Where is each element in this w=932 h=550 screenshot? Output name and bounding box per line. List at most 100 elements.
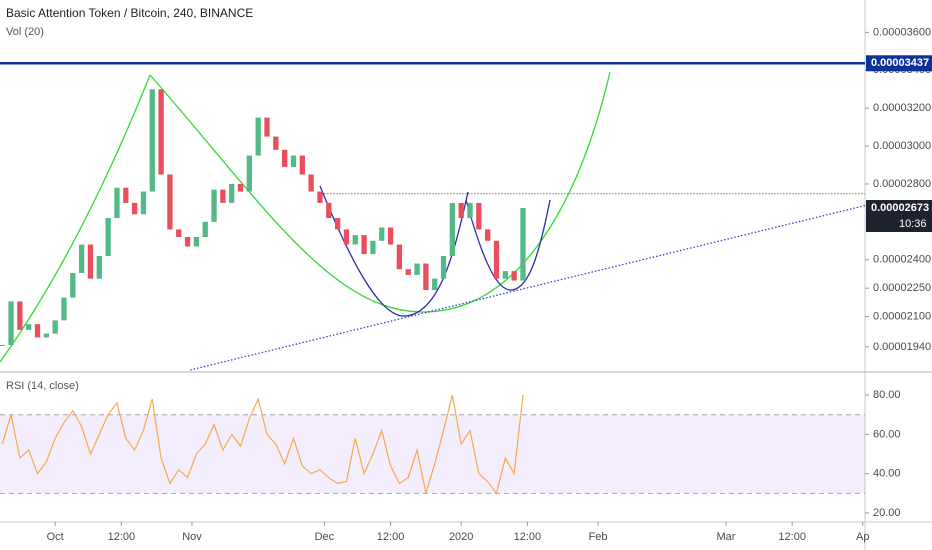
candle (96, 255, 102, 279)
candle (202, 221, 208, 238)
x-tick-label: 12:00 (514, 531, 542, 543)
x-tick-label: Ap (856, 531, 869, 543)
candle (87, 244, 94, 279)
candle (282, 149, 288, 167)
candle (343, 229, 350, 245)
last-price-label: 0.00002673 (871, 202, 929, 214)
candle (43, 333, 49, 338)
candle (149, 89, 155, 192)
candle (140, 191, 147, 215)
candle (78, 244, 85, 274)
candle (449, 202, 456, 256)
candle (158, 89, 164, 175)
candle (167, 174, 173, 230)
rsi-tick-label: 20.00 (873, 507, 901, 519)
candle (52, 320, 58, 334)
candle (211, 189, 217, 222)
candle (352, 235, 358, 245)
candle (440, 255, 447, 279)
candle (361, 235, 367, 255)
x-tick-label: Nov (182, 531, 202, 543)
candle (237, 183, 244, 192)
candle (273, 136, 279, 150)
candle (123, 187, 129, 203)
y-tick-label: 0.00002400 (873, 254, 931, 266)
rsi-tick-label: 60.00 (873, 428, 901, 440)
x-tick-label: Feb (589, 531, 608, 543)
candle (493, 240, 500, 279)
candle (334, 218, 341, 230)
candle (520, 208, 526, 281)
volume-label: Vol (20) (6, 26, 44, 38)
y-tick-label: 0.00002250 (873, 282, 931, 294)
last-price-tag (866, 200, 932, 233)
symbol-title: Basic Attention Token / Bitcoin, 240, BI… (6, 6, 253, 20)
candle (229, 183, 235, 203)
x-tick-label: 12:00 (778, 531, 806, 543)
y-tick-label: 0.00003600 (873, 26, 931, 38)
candle (70, 273, 76, 298)
y-tick-label: 0.00002800 (873, 178, 931, 190)
price-line-label: 0.00003437 (871, 57, 929, 69)
candle (467, 202, 473, 219)
x-tick-label: 12:00 (377, 531, 405, 543)
candle (246, 155, 252, 192)
candle (105, 218, 111, 256)
x-tick-label: Mar (717, 531, 736, 543)
candle (511, 271, 517, 281)
x-tick-label: Oct (47, 531, 64, 543)
y-tick-label: 0.00002100 (873, 310, 931, 322)
candle (0, 344, 5, 346)
candle (414, 263, 420, 275)
candle (396, 244, 403, 270)
candle (17, 301, 23, 330)
candle (317, 191, 323, 203)
candle (61, 297, 67, 321)
candle (458, 202, 464, 219)
rsi-band (0, 414, 865, 494)
y-tick-label: 0.00001940 (873, 341, 931, 353)
x-tick-label: 12:00 (108, 531, 136, 543)
candle (308, 174, 314, 192)
countdown: 10:36 (899, 218, 927, 230)
candle (405, 269, 411, 275)
candle (485, 229, 491, 241)
candle (476, 202, 482, 230)
candle (299, 155, 305, 175)
price-line-tag (866, 55, 932, 72)
candle (176, 229, 182, 238)
candle (423, 263, 429, 291)
candle (379, 227, 385, 241)
candle (432, 278, 438, 291)
candle (193, 237, 200, 247)
trend-line (190, 204, 866, 371)
candle (387, 227, 394, 245)
blue-handle (465, 199, 551, 291)
candle (502, 271, 508, 279)
rsi-tick-label: 40.00 (873, 468, 901, 480)
candle (184, 237, 191, 247)
y-tick-label: 0.00003000 (873, 140, 931, 152)
candle (8, 301, 14, 345)
candle (131, 202, 138, 215)
x-tick-label: Dec (315, 531, 335, 543)
rsi-label: RSI (14, close) (6, 380, 79, 392)
candle (255, 117, 261, 156)
y-tick-label: 0.00003200 (873, 102, 931, 114)
candle (220, 189, 226, 203)
rsi-line (1, 394, 524, 495)
candle (34, 324, 41, 338)
green-cup (149, 71, 611, 313)
candle (114, 187, 120, 219)
candle (290, 155, 297, 167)
candle (26, 324, 32, 330)
x-tick-label: 2020 (449, 531, 473, 543)
candle (264, 117, 270, 137)
candle (370, 240, 376, 255)
candle (326, 202, 332, 219)
rsi-tick-label: 80.00 (873, 389, 901, 401)
green-arc (0, 74, 151, 363)
